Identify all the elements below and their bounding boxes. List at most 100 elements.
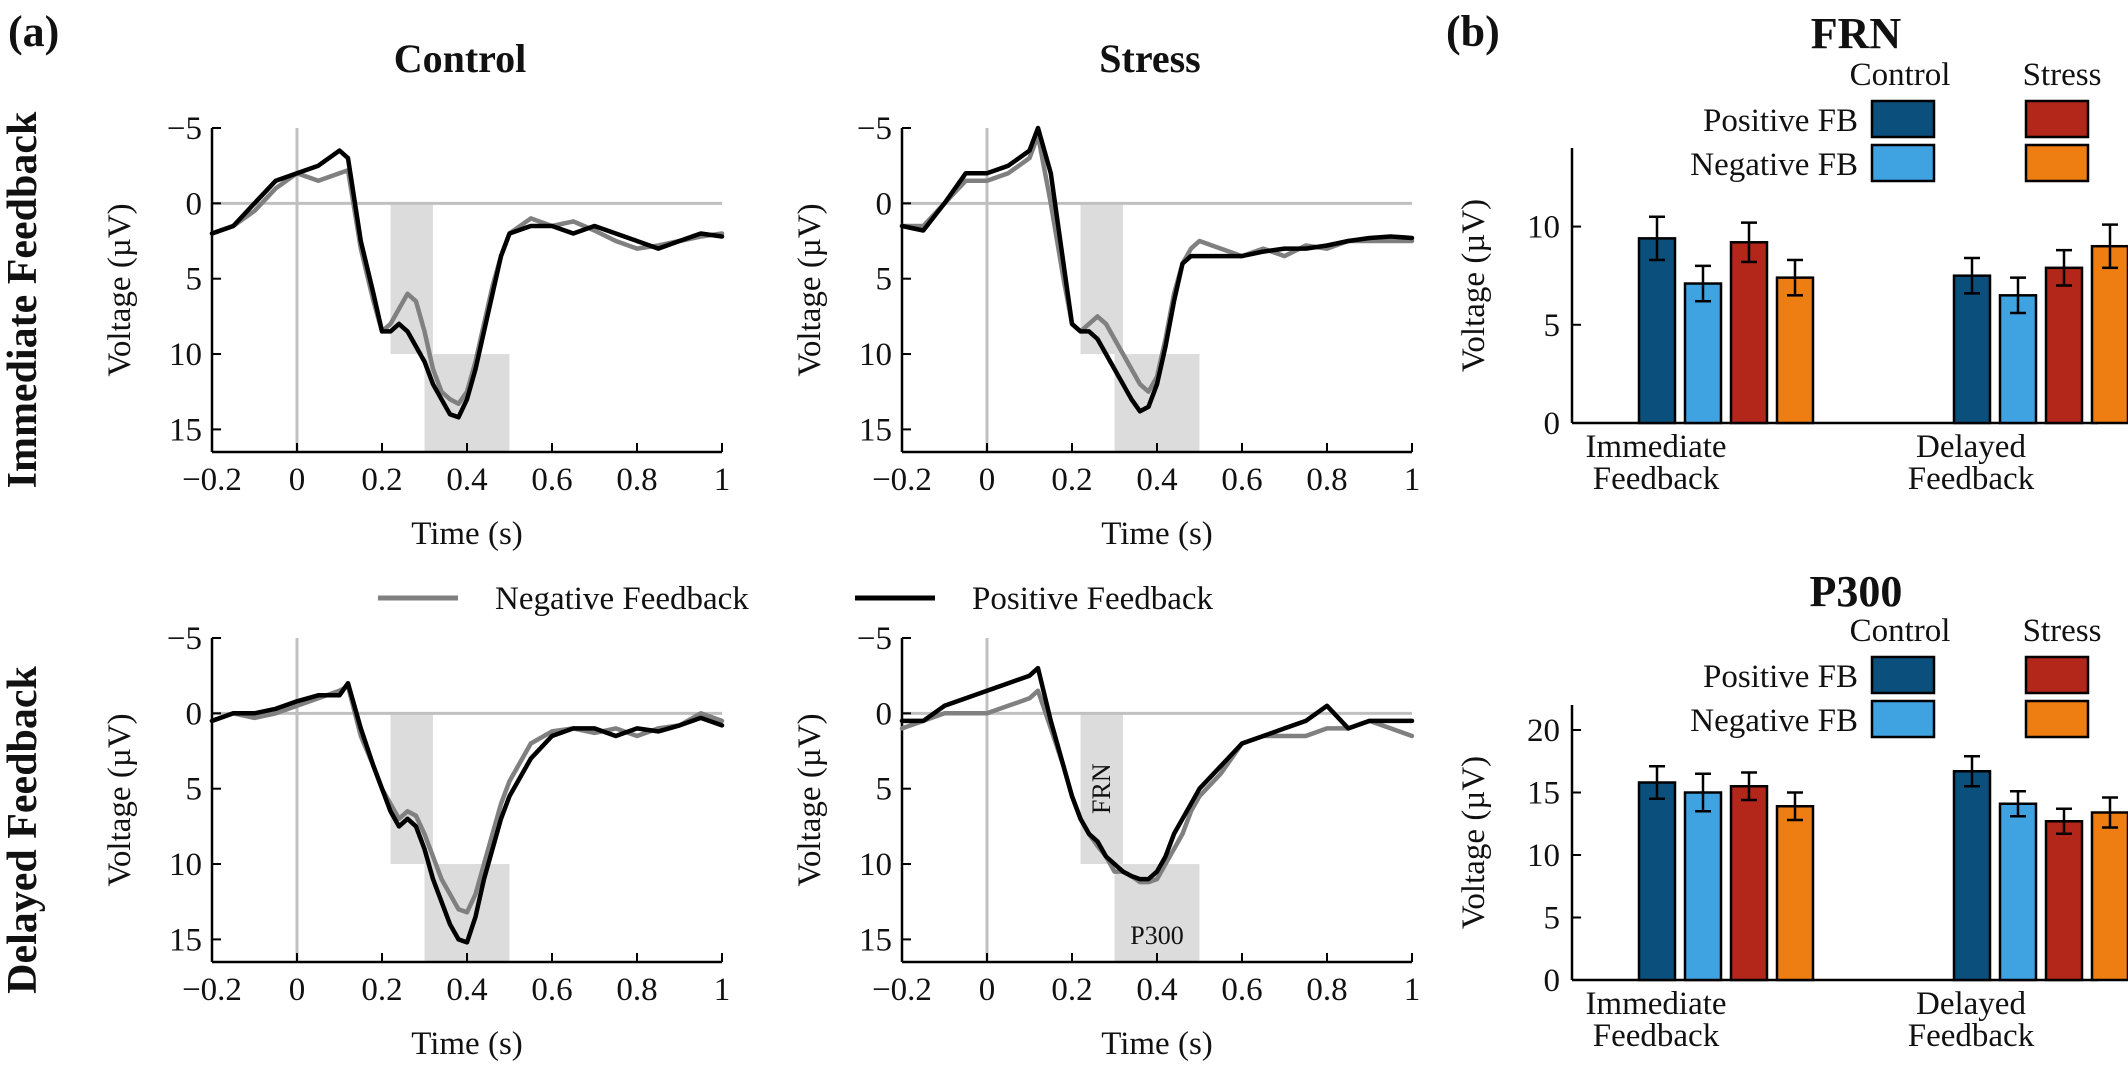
category-label: Delayed xyxy=(1916,986,2026,1022)
x-axis-label: Time (s) xyxy=(1101,1026,1213,1062)
bar-control-positive xyxy=(1952,770,1992,982)
x-tick-label: 0.8 xyxy=(1306,462,1347,498)
x-tick-label: 0.8 xyxy=(1306,972,1347,1008)
category-label: Feedback xyxy=(1908,1018,2035,1054)
x-tick-label: 0.6 xyxy=(1221,462,1262,498)
frn-window-label: FRN xyxy=(1087,763,1116,814)
legend-row-label: Negative FB xyxy=(1690,147,1858,183)
legend-header-stress: Stress xyxy=(2023,613,2102,649)
y-tick-label: 5 xyxy=(876,262,893,298)
legend-positive-label: Positive Feedback xyxy=(972,581,1214,617)
category-label: Feedback xyxy=(1908,461,2035,497)
x-tick-label: 0.2 xyxy=(361,972,402,1008)
category-label: Feedback xyxy=(1593,461,1720,497)
x-tick-label: 0 xyxy=(289,462,306,498)
legend-swatch-control-positive xyxy=(1870,99,1936,139)
negative-feedback-line xyxy=(209,167,725,407)
bar-stress-positive xyxy=(2044,266,2084,425)
x-tick-label: 0.2 xyxy=(1051,462,1092,498)
bar-stress-negative xyxy=(2090,244,2128,425)
y-tick-label: −5 xyxy=(167,621,202,657)
legend-header-control: Control xyxy=(1850,613,1951,649)
legend-swatch-stress-negative xyxy=(2024,699,2090,739)
legend-row-label: Positive FB xyxy=(1703,103,1858,139)
bar-control-negative xyxy=(1998,294,2038,425)
erp-panels: −0.2 0 0.2 0.4 0.6 0.8 1 −5 0 5 10 15 Time (s) Voltag… xyxy=(102,111,1420,1062)
bar-chart-title: P300 xyxy=(1810,567,1903,616)
analysis-window-0 xyxy=(1080,713,1123,865)
x-tick-label: 0.4 xyxy=(446,462,487,498)
negative-feedback-line xyxy=(209,683,725,915)
y-tick-label: 5 xyxy=(876,772,893,808)
bar-control-positive xyxy=(1637,237,1677,425)
y-axis-label: Voltage (µV) xyxy=(1456,756,1492,929)
positive-feedback-line xyxy=(899,125,1415,414)
y-tick-label: −5 xyxy=(167,111,202,147)
legend-negative-label: Negative Feedback xyxy=(495,581,749,617)
y-tick-label: 15 xyxy=(859,412,892,448)
x-tick-label: 1 xyxy=(714,462,731,498)
x-tick-label: −0.2 xyxy=(872,462,932,498)
positive-feedback-line xyxy=(209,680,725,945)
legend-row-label: Negative FB xyxy=(1690,703,1858,739)
column-title-control: Control xyxy=(394,36,527,81)
x-tick-label: 0.8 xyxy=(616,972,657,1008)
category-label: Immediate xyxy=(1585,986,1726,1022)
negative-feedback-line xyxy=(899,688,1415,885)
x-tick-label: 0.6 xyxy=(531,972,572,1008)
negative-feedback-line xyxy=(899,133,1415,394)
erp-panel-3: −0.2 0 0.2 0.4 0.6 0.8 1 −5 0 5 10 15 Time (s) Voltag… xyxy=(792,621,1420,1062)
y-axis-label: Voltage (µV) xyxy=(792,203,828,376)
y-tick-label: 10 xyxy=(169,337,202,373)
x-tick-label: 0.8 xyxy=(616,462,657,498)
y-axis-label: Voltage (µV) xyxy=(792,713,828,886)
y-tick-label: −5 xyxy=(857,111,892,147)
category-label: Immediate xyxy=(1585,429,1726,465)
legend-header-stress: Stress xyxy=(2023,57,2102,93)
y-tick-label: 10 xyxy=(1527,210,1560,246)
y-tick-label: 5 xyxy=(186,772,203,808)
bar-control-negative xyxy=(1683,791,1723,982)
x-tick-label: 0 xyxy=(289,972,306,1008)
x-tick-label: −0.2 xyxy=(182,972,242,1008)
x-tick-label: 0 xyxy=(979,462,996,498)
category-label: Delayed xyxy=(1916,429,2026,465)
y-tick-label: 10 xyxy=(169,847,202,883)
y-tick-label: 0 xyxy=(876,696,893,732)
y-tick-label: 0 xyxy=(1544,963,1561,999)
x-tick-label: −0.2 xyxy=(872,972,932,1008)
x-tick-label: 0.6 xyxy=(531,462,572,498)
y-tick-label: 10 xyxy=(1527,838,1560,874)
positive-feedback-line xyxy=(209,148,725,420)
erp-panel-0: −0.2 0 0.2 0.4 0.6 0.8 1 −5 0 5 10 15 Time (s) Voltag… xyxy=(102,111,730,552)
erp-legend: Negative Feedback Positive Feedback xyxy=(378,581,1214,617)
category-label: Feedback xyxy=(1593,1018,1720,1054)
y-tick-label: 5 xyxy=(1544,308,1561,344)
legend-row-label: Positive FB xyxy=(1703,659,1858,695)
panel-b-label: (b) xyxy=(1446,7,1500,56)
legend-swatch-stress-positive xyxy=(2024,99,2090,139)
bar-stress-positive xyxy=(2044,820,2084,982)
bar-stress-positive xyxy=(1729,241,1769,425)
bar-stress-positive xyxy=(1729,785,1769,982)
legend-swatch-stress-positive xyxy=(2024,655,2090,695)
bar-control-positive xyxy=(1952,274,1992,425)
analysis-window-0 xyxy=(1080,203,1123,355)
y-tick-label: 15 xyxy=(1527,776,1560,812)
bar-control-negative xyxy=(1683,282,1723,425)
bar-stress-negative xyxy=(1775,805,1815,982)
legend-swatch-control-positive xyxy=(1870,655,1936,695)
x-tick-label: 0.2 xyxy=(1051,972,1092,1008)
y-axis-label: Voltage (µV) xyxy=(1456,199,1492,372)
legend-swatch-control-negative xyxy=(1870,699,1936,739)
panel-a-label: (a) xyxy=(8,7,59,56)
x-tick-label: 0.4 xyxy=(1136,462,1177,498)
y-tick-label: 10 xyxy=(859,847,892,883)
x-tick-label: 0 xyxy=(979,972,996,1008)
p300-window-label: P300 xyxy=(1130,921,1183,950)
row-title-delayed: Delayed Feedback xyxy=(0,665,46,993)
y-tick-label: 5 xyxy=(1544,901,1561,937)
bar-control-negative xyxy=(1998,802,2038,982)
